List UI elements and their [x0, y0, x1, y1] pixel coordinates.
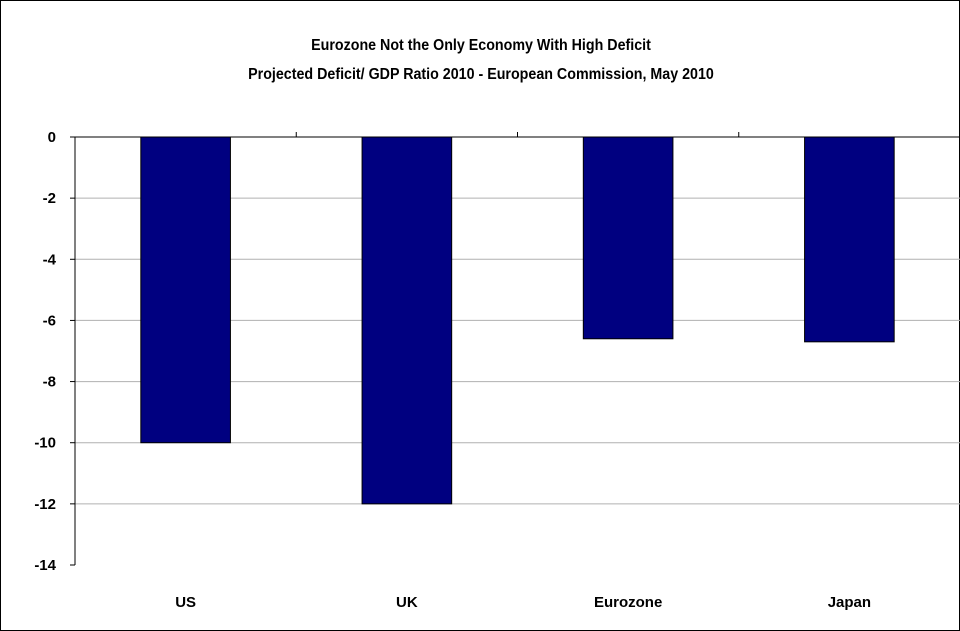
labels: 0 -2 -4 -6 -8 -10 -12 -14 US UK Eurozone Japan [34, 129, 871, 611]
y-tick-label: -4 [43, 251, 57, 268]
x-category-label: UK [396, 594, 418, 611]
bars [140, 136, 895, 505]
axes [70, 132, 960, 566]
x-category-label: US [175, 594, 196, 611]
y-tick-label: -12 [34, 496, 56, 513]
y-tick-label: -8 [43, 374, 56, 391]
y-tick-label: -6 [43, 312, 56, 329]
bar-us [140, 136, 231, 444]
chart-title: Eurozone Not the Only Economy With High … [311, 37, 651, 54]
chart-subtitle: Projected Deficit/ GDP Ratio 2010 - Euro… [248, 66, 714, 83]
y-tick-label: -2 [43, 190, 56, 207]
y-tick-label: -14 [34, 557, 56, 574]
x-category-label: Eurozone [594, 594, 662, 611]
x-category-label: Japan [828, 594, 871, 611]
bar-uk [361, 136, 453, 505]
y-tick-label: 0 [48, 129, 56, 146]
y-tick-label: -10 [34, 435, 56, 452]
bar-eurozone [582, 136, 674, 340]
bar-japan [804, 136, 895, 343]
